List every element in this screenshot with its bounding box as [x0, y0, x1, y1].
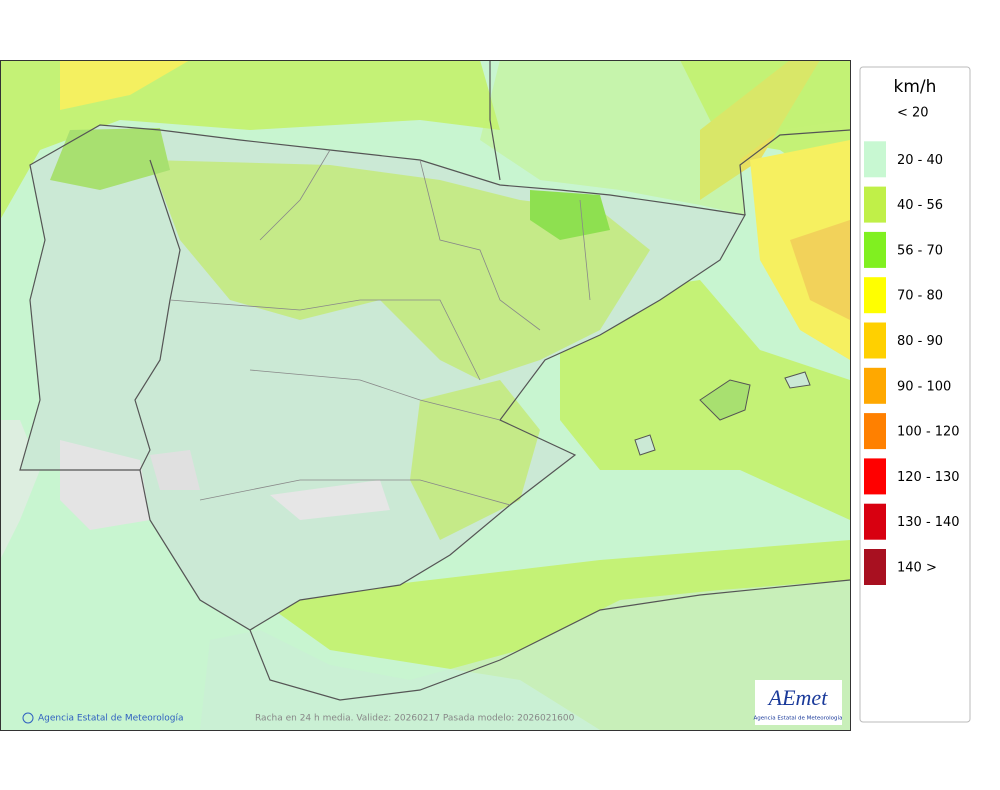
legend-label: < 20 [897, 106, 929, 121]
legend-swatch [864, 413, 886, 450]
legend-label: 100 - 120 [897, 425, 960, 440]
legend-swatch [864, 322, 886, 359]
logo: AEmet Agencia Estatal de Meteorología [754, 680, 843, 725]
logo-name: AEmet [767, 685, 829, 710]
copyright: Agencia Estatal de Meteorología [38, 714, 184, 724]
legend-box [859, 66, 971, 723]
logo-box [755, 680, 842, 725]
map [0, 60, 851, 731]
legend-swatch [864, 186, 886, 223]
legend-swatch [864, 231, 886, 268]
legend-label: 80 - 90 [897, 334, 943, 349]
logo-subtitle: Agencia Estatal de Meteorología [754, 715, 843, 722]
copyright-icon [22, 712, 34, 724]
legend-swatch [864, 503, 886, 540]
legend-swatch [864, 96, 886, 132]
legend-label: 40 - 56 [897, 198, 943, 213]
legend-label: 56 - 70 [897, 243, 943, 258]
legend-label: 130 - 140 [897, 515, 960, 530]
legend-swatch [864, 141, 886, 178]
legend-swatch [864, 549, 886, 585]
caption: Racha en 24 h media. Validez: 20260217 P… [255, 714, 575, 724]
legend: km/h < 20 20 - 40 40 - 56 56 - 70 70 - 80 80 … [859, 66, 971, 723]
footer: Agencia Estatal de Meteorología Racha en… [22, 712, 575, 724]
legend-unit: km/h [894, 77, 937, 97]
legend-label: 140 > [897, 561, 937, 576]
legend-label: 120 - 130 [897, 470, 960, 485]
legend-swatch [864, 367, 886, 404]
legend-swatch [864, 458, 886, 495]
legend-label: 20 - 40 [897, 153, 943, 168]
legend-label: 90 - 100 [897, 379, 951, 394]
legend-label: 70 - 80 [897, 289, 943, 304]
legend-swatch [864, 277, 886, 314]
